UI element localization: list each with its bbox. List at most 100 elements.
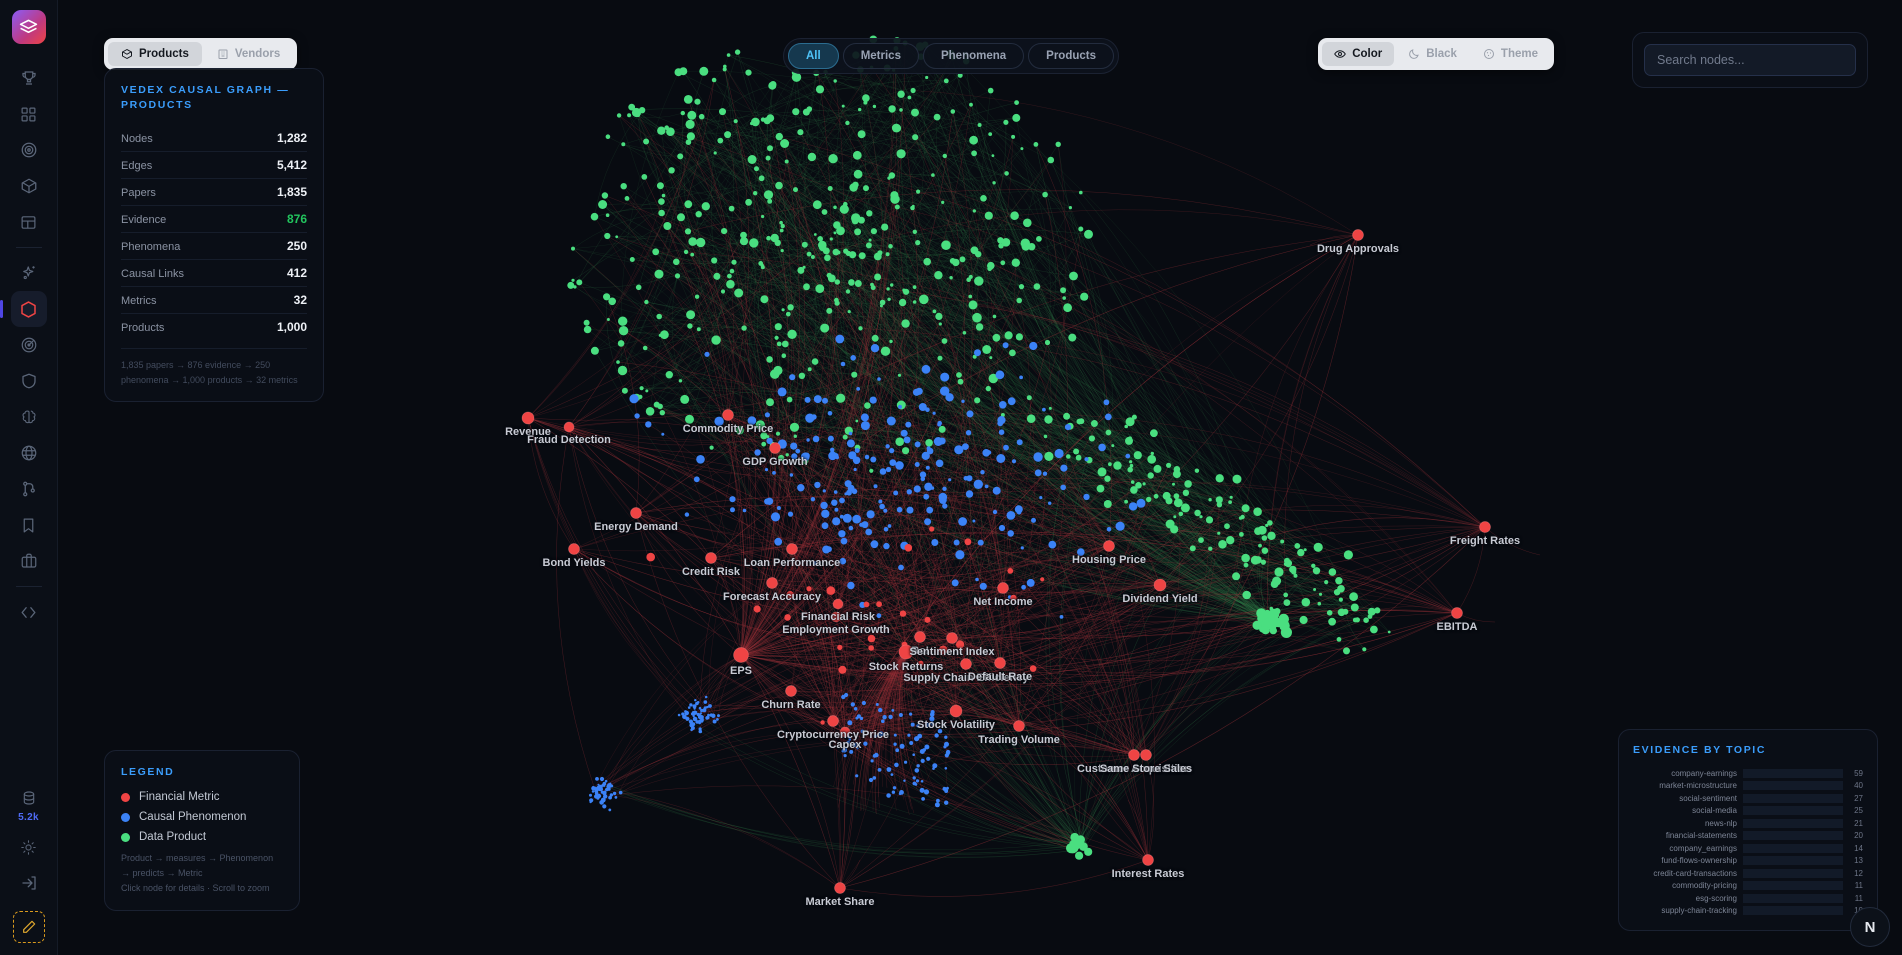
graph-node[interactable] — [932, 763, 938, 769]
graph-node[interactable] — [1011, 258, 1020, 267]
graph-node[interactable] — [571, 278, 575, 282]
graph-node[interactable] — [618, 326, 629, 336]
graph-node[interactable] — [837, 644, 843, 651]
graph-node[interactable] — [645, 421, 652, 428]
graph-node[interactable] — [1260, 559, 1266, 565]
graph-node[interactable] — [839, 497, 845, 504]
sidebar-item-globe[interactable] — [11, 435, 47, 471]
graph-node[interactable] — [754, 449, 761, 456]
graph-node[interactable] — [652, 248, 660, 256]
graph-node[interactable] — [707, 713, 710, 717]
graph-node[interactable] — [850, 439, 854, 443]
graph-node[interactable] — [589, 798, 594, 803]
sidebar-item-grid[interactable] — [11, 96, 47, 132]
graph-node[interactable] — [920, 780, 924, 783]
graph-node[interactable] — [751, 117, 760, 127]
graph-node[interactable] — [885, 466, 892, 473]
graph-node[interactable] — [1257, 615, 1265, 623]
graph-node[interactable] — [1182, 489, 1190, 496]
color-mode-black[interactable]: Black — [1396, 42, 1469, 66]
graph-node[interactable] — [969, 135, 978, 145]
graph-node[interactable] — [1367, 607, 1376, 616]
graph-node[interactable] — [821, 209, 828, 215]
graph-node[interactable] — [997, 582, 1009, 594]
graph-node[interactable] — [895, 437, 904, 447]
graph-node[interactable] — [753, 605, 761, 613]
graph-node[interactable] — [909, 741, 914, 745]
graph-node[interactable] — [790, 442, 798, 450]
graph-node[interactable] — [859, 522, 864, 527]
graph-node[interactable] — [969, 102, 973, 107]
graph-node[interactable] — [872, 104, 877, 109]
graph-node[interactable] — [1135, 482, 1142, 489]
graph-node[interactable] — [698, 721, 701, 725]
graph-node[interactable] — [1004, 171, 1009, 176]
graph-node[interactable] — [1103, 540, 1115, 552]
graph-node[interactable] — [1217, 531, 1221, 535]
graph-node[interactable] — [926, 756, 931, 761]
graph-node[interactable] — [1042, 407, 1046, 412]
graph-node[interactable] — [1026, 395, 1032, 401]
graph-node[interactable] — [1042, 471, 1048, 476]
graph-node[interactable] — [665, 371, 673, 379]
graph-node[interactable] — [866, 210, 873, 217]
graph-node[interactable] — [1153, 578, 1167, 592]
graph-node[interactable] — [1147, 472, 1154, 479]
graph-node[interactable] — [609, 793, 614, 797]
graph-node[interactable] — [858, 216, 865, 224]
graph-node[interactable] — [926, 506, 934, 514]
graph-node[interactable] — [605, 134, 611, 139]
graph-node[interactable] — [694, 294, 700, 299]
graph-node[interactable] — [921, 451, 930, 460]
graph-node[interactable] — [745, 198, 752, 206]
graph-node[interactable] — [747, 416, 757, 425]
graph-node[interactable] — [968, 294, 973, 299]
graph-node[interactable] — [964, 538, 972, 546]
graph-node[interactable] — [956, 372, 962, 378]
graph-node[interactable] — [673, 258, 680, 266]
graph-node[interactable] — [942, 503, 948, 509]
graph-node[interactable] — [881, 223, 889, 231]
graph-node[interactable] — [982, 345, 992, 354]
graph-node[interactable] — [568, 543, 580, 555]
graph-node[interactable] — [1068, 206, 1072, 210]
graph-node[interactable] — [591, 786, 595, 790]
graph-node[interactable] — [628, 103, 636, 111]
graph-node[interactable] — [1317, 601, 1322, 606]
graph-node[interactable] — [878, 731, 884, 737]
graph-node[interactable] — [779, 228, 784, 233]
graph-node[interactable] — [733, 119, 738, 124]
graph-node[interactable] — [946, 786, 949, 790]
graph-node[interactable] — [745, 69, 752, 76]
graph-node[interactable] — [1283, 592, 1289, 598]
graph-node[interactable] — [877, 250, 883, 256]
graph-node[interactable] — [595, 777, 599, 781]
graph-node[interactable] — [900, 429, 908, 437]
graph-node[interactable] — [834, 882, 846, 894]
graph-node[interactable] — [930, 710, 935, 715]
graph-node[interactable] — [848, 738, 852, 741]
graph-node[interactable] — [1312, 567, 1321, 575]
graph-node[interactable] — [734, 288, 744, 298]
graph-node[interactable] — [668, 131, 673, 136]
graph-node[interactable] — [708, 704, 712, 708]
graph-node[interactable] — [854, 280, 862, 287]
graph-node[interactable] — [1269, 626, 1278, 635]
graph-node[interactable] — [1172, 470, 1181, 479]
graph-node[interactable] — [764, 498, 771, 505]
graph-node[interactable] — [749, 238, 759, 248]
graph-node[interactable] — [898, 713, 903, 717]
graph-node[interactable] — [688, 719, 694, 724]
graph-node[interactable] — [887, 176, 891, 180]
graph-node[interactable] — [1010, 211, 1019, 220]
graph-node[interactable] — [776, 506, 781, 510]
graph-node[interactable] — [944, 741, 949, 747]
graph-node[interactable] — [835, 334, 845, 344]
sidebar-item-box[interactable] — [11, 168, 47, 204]
graph-node[interactable] — [860, 413, 869, 422]
graph-node[interactable] — [827, 715, 839, 727]
graph-node[interactable] — [658, 333, 662, 337]
graph-node[interactable] — [873, 484, 878, 489]
graph-node[interactable] — [1104, 475, 1111, 482]
graph-node[interactable] — [766, 435, 770, 439]
